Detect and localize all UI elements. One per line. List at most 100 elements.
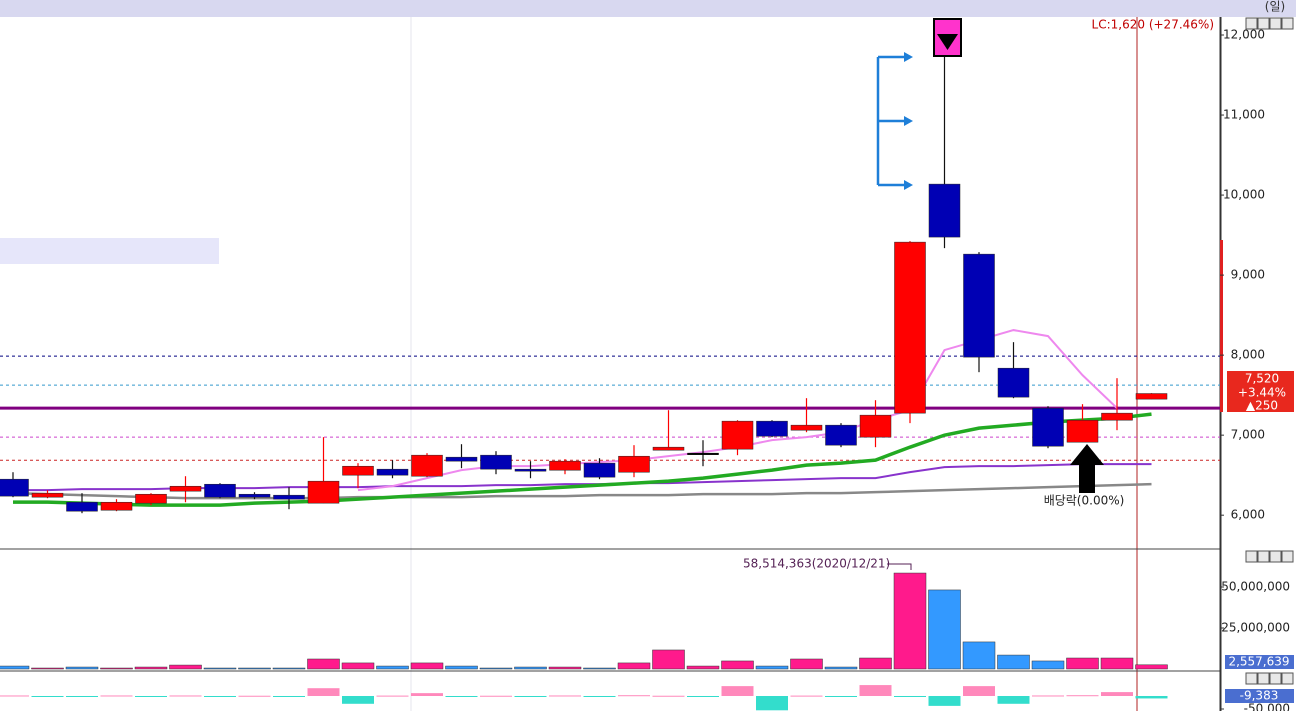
candle-body <box>445 456 478 462</box>
bar <box>652 649 685 670</box>
bar <box>341 662 375 670</box>
bar <box>376 695 409 697</box>
volume-box <box>1225 655 1294 669</box>
moving-average <box>13 463 1152 492</box>
button[interactable] <box>1281 17 1294 30</box>
bar <box>928 695 961 706</box>
bar <box>824 666 858 670</box>
bar <box>790 658 823 670</box>
button[interactable] <box>1269 17 1282 30</box>
price-box <box>1227 371 1294 412</box>
candle-body <box>721 420 754 450</box>
dividend-arrow <box>1070 444 1104 493</box>
bar <box>583 695 616 697</box>
y-tick-label: 50,000,000 <box>1221 579 1290 593</box>
y-tick-label: 8,000 <box>1231 348 1265 362</box>
button[interactable] <box>1257 550 1270 563</box>
y-tick-label: 9,000 <box>1231 268 1265 282</box>
dividend-label: 배당락(0.00%) <box>1044 494 1125 508</box>
y-tick-label: 10,000 <box>1223 188 1265 202</box>
panel-buttons <box>1245 17 1294 685</box>
y-tick-label: 11,000 <box>1223 108 1265 122</box>
bar <box>721 660 754 670</box>
bar <box>514 666 547 670</box>
candle-body <box>135 493 167 504</box>
candle-body <box>1101 412 1133 421</box>
bar <box>893 572 927 670</box>
bar <box>686 665 720 670</box>
bar <box>1100 657 1134 670</box>
bar <box>721 686 754 696</box>
bar <box>928 589 961 670</box>
bar <box>65 666 99 670</box>
candle-body <box>859 414 892 438</box>
candle-body <box>169 485 202 492</box>
period-label: (일) <box>1265 0 1285 14</box>
candle-body <box>583 462 616 478</box>
candle-body <box>1135 393 1168 400</box>
candle-body <box>1032 407 1064 447</box>
button[interactable] <box>1257 17 1270 30</box>
bar <box>376 665 409 670</box>
bar <box>894 695 926 697</box>
candle-body <box>687 452 719 455</box>
button[interactable] <box>1245 550 1258 563</box>
candle-body <box>31 492 64 498</box>
bar <box>238 667 271 670</box>
diff-label: ▲250 <box>1246 399 1278 413</box>
volume-current: 2,557,639 <box>1228 655 1289 669</box>
bar <box>1031 660 1065 670</box>
bar <box>411 693 443 696</box>
y-tick-label: 7,000 <box>1231 428 1265 442</box>
bar <box>997 695 1030 704</box>
candle-body <box>756 420 788 437</box>
bar <box>756 695 788 711</box>
button[interactable] <box>1257 672 1270 685</box>
candle-body <box>342 465 374 476</box>
bar <box>1032 695 1064 697</box>
candle-body <box>618 455 650 473</box>
candle-body <box>411 454 443 477</box>
candle-body <box>652 446 685 451</box>
y-tick-label: 25,000,000 <box>1221 620 1290 634</box>
change-label: +3.44% <box>1238 386 1286 400</box>
bar <box>962 641 996 670</box>
indicator-box <box>1225 689 1294 703</box>
bar <box>134 666 168 670</box>
candle-body <box>549 460 581 471</box>
candle-body <box>100 501 133 511</box>
candle-body <box>204 483 236 498</box>
price-label: 7,520 <box>1245 372 1279 386</box>
bar <box>825 695 857 697</box>
range-bar <box>1220 240 1223 412</box>
bar <box>859 657 892 670</box>
candle-body <box>790 424 823 431</box>
button[interactable] <box>1281 550 1294 563</box>
arrow-head <box>904 180 913 190</box>
bar <box>445 695 478 697</box>
y-tick-label: 6,000 <box>1231 508 1265 522</box>
bar <box>169 695 202 697</box>
bar <box>31 695 64 697</box>
button[interactable] <box>1245 17 1258 30</box>
bar <box>617 662 651 670</box>
candle-body <box>963 253 995 358</box>
y-tick-label: -50,000 <box>1244 701 1290 711</box>
bar <box>514 695 547 697</box>
bar <box>342 695 374 704</box>
button[interactable] <box>1281 672 1294 685</box>
button[interactable] <box>1245 672 1258 685</box>
bar <box>1135 664 1168 670</box>
bar <box>238 695 271 697</box>
bar <box>479 667 513 670</box>
bar <box>1066 695 1099 697</box>
bar <box>273 695 305 697</box>
y-tick-label: 12,000 <box>1223 28 1265 42</box>
button[interactable] <box>1269 550 1282 563</box>
annotation-pointer <box>887 563 912 570</box>
candle-body <box>894 241 926 414</box>
bar <box>0 695 29 697</box>
candle-body <box>273 494 305 500</box>
bar <box>66 695 98 697</box>
button[interactable] <box>1269 672 1282 685</box>
